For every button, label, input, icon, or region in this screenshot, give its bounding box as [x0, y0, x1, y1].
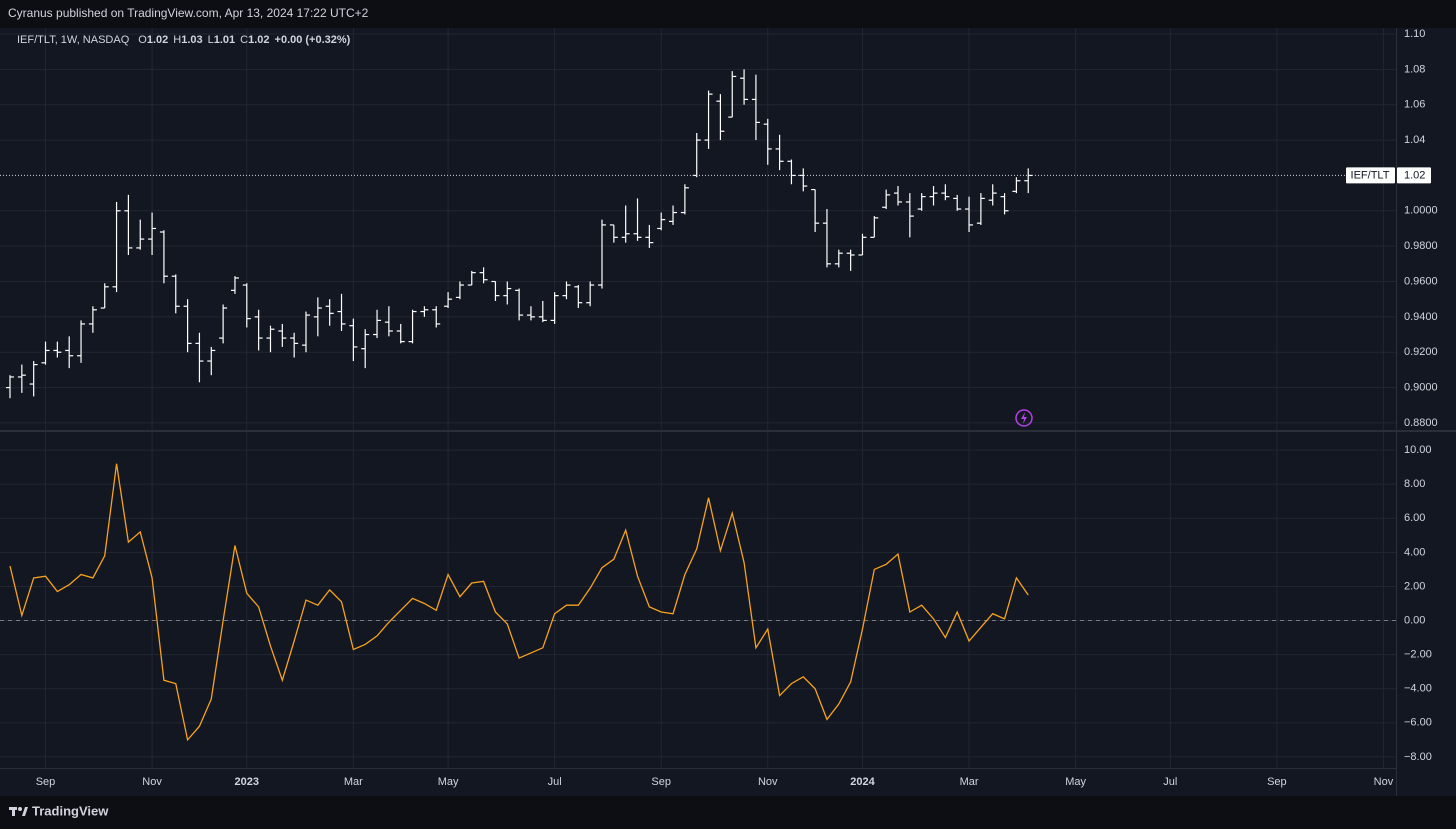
legend-key: O — [138, 34, 147, 46]
legend-key: L — [208, 34, 214, 46]
legend-change: +0.00 — [275, 34, 303, 46]
brand-name: TradingView — [32, 803, 109, 818]
y-tick-label: 0.00 — [1404, 614, 1425, 626]
last-label-box — [1346, 167, 1395, 184]
publish-info: Cyranus published on TradingView.com, Ap… — [8, 6, 369, 20]
legend-key: C — [240, 34, 248, 46]
x-tick-label: Sep — [1267, 776, 1287, 788]
x-tick-label: Mar — [344, 776, 363, 788]
x-tick-label: Jul — [548, 776, 562, 788]
x-tick-label: May — [438, 776, 459, 788]
legend-change-pct: (+0.32%) — [305, 34, 350, 46]
y-tick-label: 1.0000 — [1404, 205, 1438, 217]
y-tick-label: 1.04 — [1404, 134, 1425, 146]
x-tick-label: 2024 — [850, 776, 875, 788]
x-tick-label: Nov — [1374, 776, 1394, 788]
y-tick-label: −4.00 — [1404, 683, 1432, 695]
y-tick-label: −6.00 — [1404, 717, 1432, 729]
y-tick-label: 0.9600 — [1404, 275, 1438, 287]
x-tick-label: 2023 — [235, 776, 259, 788]
alert-icon — [1015, 409, 1033, 427]
y-tick-label: 0.9800 — [1404, 240, 1438, 252]
y-tick-label: 1.10 — [1404, 28, 1425, 40]
y-tick-label: 0.9000 — [1404, 381, 1438, 393]
last-price-box — [1397, 167, 1431, 184]
y-tick-label: 10.00 — [1404, 444, 1432, 456]
x-tick-label: Jul — [1163, 776, 1177, 788]
x-tick-label: Nov — [758, 776, 778, 788]
oscillator-line — [9, 463, 1029, 742]
footer-bar — [0, 796, 1456, 829]
x-tick-label: Sep — [651, 776, 671, 788]
y-tick-label: 1.06 — [1404, 99, 1425, 111]
y-tick-label: −2.00 — [1404, 649, 1432, 661]
y-tick-label: −8.00 — [1404, 751, 1432, 763]
legend-value: 1.03 — [181, 34, 202, 46]
y-tick-label: 2.00 — [1404, 580, 1425, 592]
last-label: IEF/TLT — [1351, 169, 1390, 181]
marks-layer — [0, 69, 1396, 742]
legend-key: H — [173, 34, 181, 46]
brand-logo — [9, 807, 28, 816]
legend-symbol: IEF/TLT, 1W, NASDAQ — [17, 34, 130, 46]
x-tick-label: Mar — [960, 776, 979, 788]
legend-value: 1.01 — [214, 34, 235, 46]
y-tick-label: 4.00 — [1404, 546, 1425, 558]
y-tick-label: 0.8800 — [1404, 417, 1438, 429]
y-tick-label: 0.9400 — [1404, 311, 1438, 323]
x-tick-label: Sep — [36, 776, 56, 788]
y-tick-label: 6.00 — [1404, 512, 1425, 524]
y-tick-label: 1.08 — [1404, 63, 1425, 75]
x-tick-label: Nov — [142, 776, 162, 788]
grid-layer — [0, 28, 1396, 768]
last-price-label: 1.02 — [1404, 169, 1425, 181]
top-bar — [0, 0, 1456, 28]
y-tick-label: 0.9200 — [1404, 346, 1438, 358]
x-tick-label: May — [1065, 776, 1086, 788]
legend: IEF/TLT, 1W, NASDAQ O1.02 H1.03 L1.01 C1.02 +… — [17, 34, 351, 46]
legend-value: 1.02 — [147, 34, 168, 46]
y-tick-label: 8.00 — [1404, 478, 1425, 490]
legend-value: 1.02 — [248, 34, 269, 46]
